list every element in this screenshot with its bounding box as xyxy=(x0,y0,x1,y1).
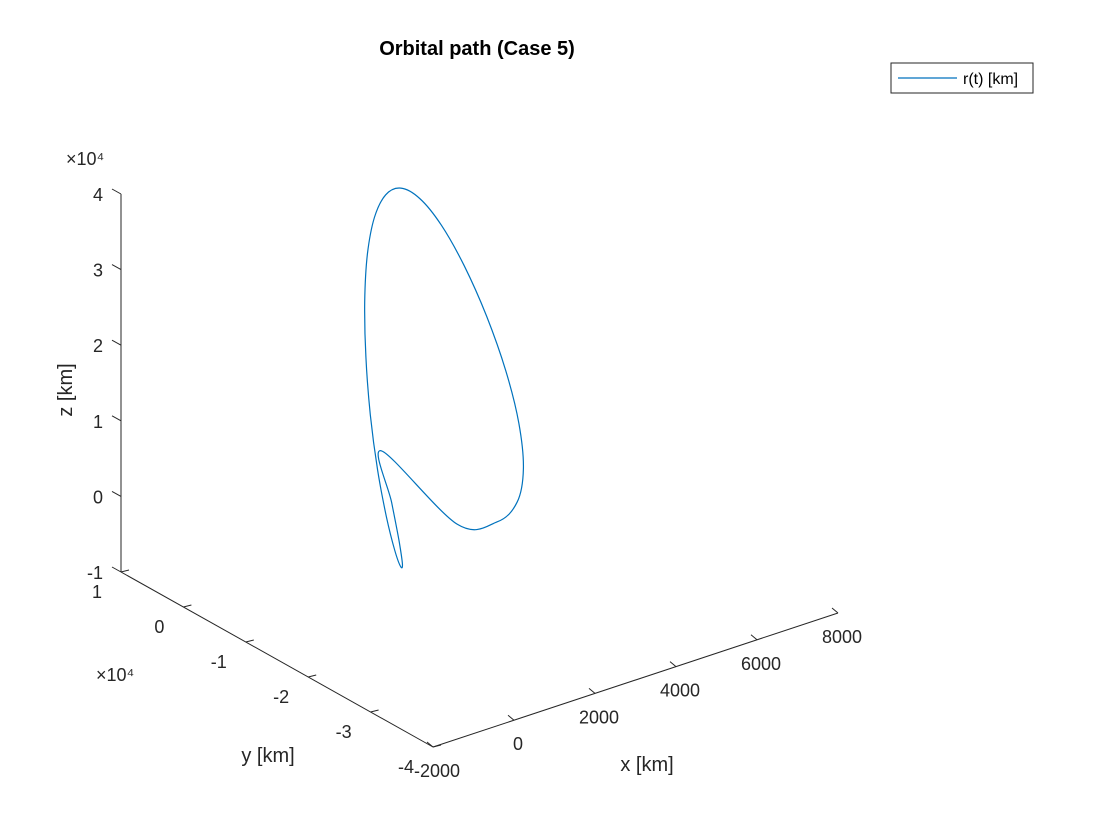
y-tick-label: -4 xyxy=(398,757,414,777)
y-tick xyxy=(183,604,192,608)
y-tick xyxy=(245,639,254,643)
orbit-series-line xyxy=(364,187,525,569)
x-tick xyxy=(507,714,515,721)
z-tick-label: 4 xyxy=(93,185,103,205)
z-tick-label: 1 xyxy=(93,412,103,432)
x-tick xyxy=(669,661,677,667)
z-tick xyxy=(111,264,122,271)
y-axis-label: y [km] xyxy=(241,745,294,767)
chart-title: Orbital path (Case 5) xyxy=(379,38,575,60)
z-tick-label: 0 xyxy=(93,487,103,507)
y-tick xyxy=(308,674,317,678)
z-tick-label: 2 xyxy=(93,336,103,356)
y-tick xyxy=(370,709,379,713)
y-tick-label: -3 xyxy=(336,722,352,742)
z-tick xyxy=(111,415,122,422)
y-tick xyxy=(120,569,130,573)
y-exponent-label: ×10⁴ xyxy=(96,665,134,685)
x-tick xyxy=(750,634,758,641)
x-tick xyxy=(426,741,434,748)
z-axis-label: z [km] xyxy=(55,363,77,416)
x-tick-label: 0 xyxy=(513,734,523,754)
z-exponent-label: ×10⁴ xyxy=(66,149,104,169)
x-tick xyxy=(831,607,839,614)
y-tick-label: -2 xyxy=(273,687,289,707)
tick-labels-layer: -1 0 1 2 3 4 -4 -3 -2 -1 0 1 -2000 0 2000 4000 6000 8000 xyxy=(87,185,862,781)
x-axis-line xyxy=(432,612,839,748)
z-tick-label: -1 xyxy=(87,563,103,583)
z-tick xyxy=(111,188,122,195)
z-tick-label: 3 xyxy=(93,261,103,281)
y-tick-label: 1 xyxy=(92,582,102,602)
x-tick-label: 2000 xyxy=(579,707,619,727)
y-axis-line xyxy=(120,571,434,748)
y-tick-label: 0 xyxy=(154,617,164,637)
x-tick xyxy=(588,688,596,694)
z-tick xyxy=(111,490,122,497)
x-tick-label: 6000 xyxy=(741,654,781,674)
y-tick xyxy=(432,744,442,748)
z-tick xyxy=(111,339,122,346)
x-axis-label: x [km] xyxy=(620,754,673,776)
legend: r(t) [km] xyxy=(890,62,1034,94)
ticks-layer xyxy=(111,188,839,748)
y-tick-label: -1 xyxy=(211,652,227,672)
x-tick-label: 8000 xyxy=(822,627,862,647)
x-tick-label: -2000 xyxy=(414,761,460,781)
x-tick-label: 4000 xyxy=(660,681,700,701)
legend-entry: r(t) [km] xyxy=(963,71,1018,88)
z-tick xyxy=(111,566,122,573)
